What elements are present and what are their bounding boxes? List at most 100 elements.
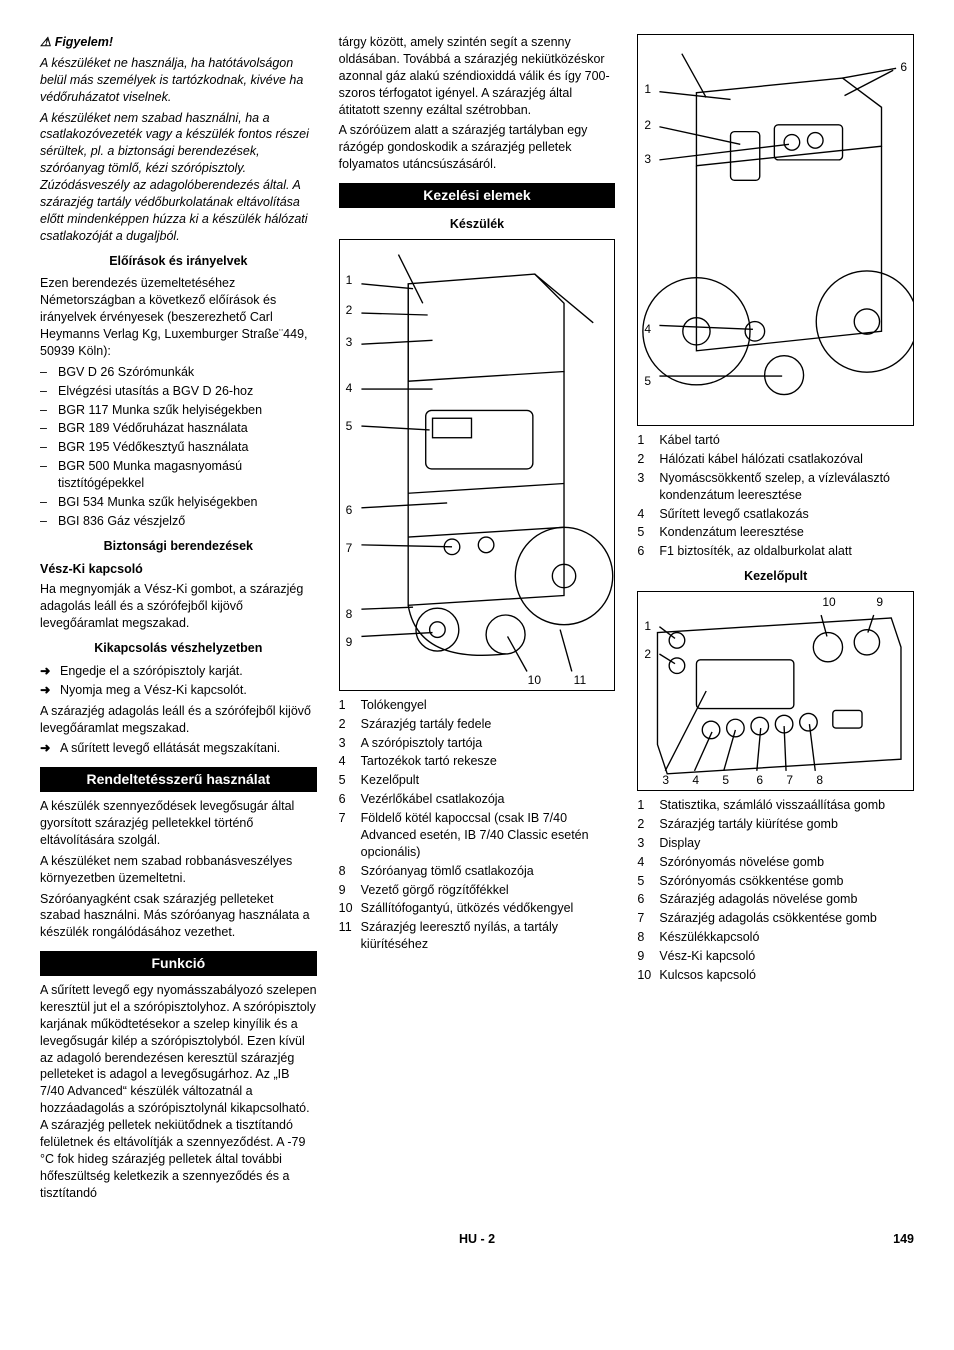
list-item: 1Tolókengyel bbox=[339, 697, 616, 714]
columns: Figyelem! A készüléket ne használja, ha … bbox=[40, 30, 914, 1205]
column-1: Figyelem! A készüléket ne használja, ha … bbox=[40, 30, 317, 1205]
guidelines-list: BGV D 26 Szórómunkák Elvégzési utasítás a… bbox=[40, 364, 317, 530]
footer-center: HU - 2 bbox=[100, 1231, 854, 1248]
list-item: 6F1 biztosíték, az oldalburkolat alatt bbox=[637, 543, 914, 560]
callout-number: 2 bbox=[644, 648, 651, 660]
callout-number: 4 bbox=[692, 774, 699, 786]
heading-intended-use: Rendeltetésszerű használat bbox=[40, 767, 317, 792]
use-p3: Szóróanyagként csak szárazjég pelleteket… bbox=[40, 891, 317, 942]
callout-number: 8 bbox=[346, 608, 353, 620]
list-item: 9Vész-Ki kapcsoló bbox=[637, 948, 914, 965]
list-item: 3Nyomáscsökkentő szelep, a vízleválasztó… bbox=[637, 470, 914, 504]
list-item: 6Szárazjég adagolás növelése gomb bbox=[637, 891, 914, 908]
list-item: Nyomja meg a Vész-Ki kapcsolót. bbox=[58, 682, 317, 699]
callout-number: 1 bbox=[644, 620, 651, 632]
list-item: 9Vezető görgő rögzítőfékkel bbox=[339, 882, 616, 899]
list-item: BGR 189 Védőruházat használata bbox=[54, 420, 317, 437]
figure-device: 1234567891011 bbox=[339, 239, 616, 691]
list-item: 5Kondenzátum leeresztése bbox=[637, 524, 914, 541]
callout-number: 2 bbox=[346, 304, 353, 316]
callout-number: 5 bbox=[722, 774, 729, 786]
heading-panel: Kezelőpult bbox=[637, 568, 914, 585]
column-3: 1 2 3 4 5 6 1Kábel tartó 2Hálózati kábel hálóz… bbox=[637, 30, 914, 1205]
callout-number: 6 bbox=[346, 504, 353, 516]
warning-para-2: A készüléket nem szabad használni, ha a … bbox=[40, 110, 317, 245]
list-item: BGI 534 Munka szűk helyiségekben bbox=[54, 494, 317, 511]
callout-number: 10 bbox=[528, 674, 541, 686]
footer: HU - 2 149 bbox=[40, 1231, 914, 1248]
heading-safety: Biztonsági berendezések bbox=[40, 538, 317, 555]
list-item: Elvégzési utasítás a BGV D 26-hoz bbox=[54, 383, 317, 400]
list-item: BGR 117 Munka szűk helyiségekben bbox=[54, 402, 317, 419]
list-item: 10Kulcsos kapcsoló bbox=[637, 967, 914, 984]
heading-elements: Kezelési elemek bbox=[339, 183, 616, 208]
callout-number: 1 bbox=[346, 274, 353, 286]
cont-p1: tárgy között, amely szintén segít a szen… bbox=[339, 34, 616, 118]
cont-p2: A szóróüzem alatt a szárazjég tartályban… bbox=[339, 122, 616, 173]
rear-legend: 1Kábel tartó 2Hálózati kábel hálózati csa… bbox=[637, 432, 914, 560]
panel-legend: 1Statisztika, számláló visszaállítása go… bbox=[637, 797, 914, 984]
use-p2: A készüléket nem szabad robbanásveszélye… bbox=[40, 853, 317, 887]
list-item: 5Szórónyomás csökkentése gomb bbox=[637, 873, 914, 890]
list-item: 2Szárazjég tartály kiürítése gomb bbox=[637, 816, 914, 833]
callout-number: 9 bbox=[876, 596, 883, 608]
list-item: 8Készülékkapcsoló bbox=[637, 929, 914, 946]
emerg-mid: A szárazjég adagolás leáll és a szórófej… bbox=[40, 703, 317, 737]
emerg-steps-a: Engedje el a szórópisztoly karját.Nyomja… bbox=[40, 663, 317, 699]
callout-number: 4 bbox=[644, 323, 651, 335]
list-item: 6Vezérlőkábel csatlakozója bbox=[339, 791, 616, 808]
callout-number: 9 bbox=[346, 636, 353, 648]
callout-number: 4 bbox=[346, 382, 353, 394]
figure-device-rear: 1 2 3 4 5 6 bbox=[637, 34, 914, 426]
list-item: 11Szárazjég leeresztő nyílás, a tartály … bbox=[339, 919, 616, 953]
safety-subhead: Vész-Ki kapcsoló bbox=[40, 561, 317, 578]
list-item: 3Display bbox=[637, 835, 914, 852]
callout-number: 3 bbox=[346, 336, 353, 348]
column-2: tárgy között, amely szintén segít a szen… bbox=[339, 30, 616, 1205]
footer-lang: HU bbox=[459, 1232, 477, 1246]
list-item: 10Szállítófogantyú, ütközés védőkengyel bbox=[339, 900, 616, 917]
list-item: 1Kábel tartó bbox=[637, 432, 914, 449]
heading-function: Funkció bbox=[40, 951, 317, 976]
callout-number: 7 bbox=[346, 542, 353, 554]
list-item: 4Szórónyomás növelése gomb bbox=[637, 854, 914, 871]
guidelines-intro: Ezen berendezés üzemeltetéséhez Németors… bbox=[40, 275, 317, 359]
list-item: 4Tartozékok tartó rekesze bbox=[339, 753, 616, 770]
control-panel-illustration bbox=[638, 592, 913, 790]
callout-number: 7 bbox=[786, 774, 793, 786]
heading-emergency-off: Kikapcsolás vészhelyzetben bbox=[40, 640, 317, 657]
list-item: BGV D 26 Szórómunkák bbox=[54, 364, 317, 381]
heading-guidelines: Előírások és irányelvek bbox=[40, 253, 317, 270]
list-item: 2Hálózati kábel hálózati csatlakozóval bbox=[637, 451, 914, 468]
list-item: 7Földelő kötél kapoccsal (csak IB 7/40 A… bbox=[339, 810, 616, 861]
list-item: 3A szórópisztoly tartója bbox=[339, 735, 616, 752]
emerg-steps-b: A sűrített levegő ellátását megszakítani… bbox=[40, 740, 317, 757]
footer-page-number: 149 bbox=[854, 1231, 914, 1248]
device-illustration bbox=[340, 240, 615, 690]
function-para: A sűrített levegő egy nyomásszabályozó s… bbox=[40, 982, 317, 1201]
warning-title: Figyelem! bbox=[40, 34, 317, 51]
use-p1: A készülék szennyeződések levegősugár ál… bbox=[40, 798, 317, 849]
callout-number: 3 bbox=[644, 153, 651, 165]
list-item: 5Kezelőpult bbox=[339, 772, 616, 789]
callout-number: 3 bbox=[662, 774, 669, 786]
callout-number: 6 bbox=[756, 774, 763, 786]
list-item: BGI 836 Gáz vészjelző bbox=[54, 513, 317, 530]
callout-number: 10 bbox=[822, 596, 835, 608]
list-item: 7Szárazjég adagolás csökkentése gomb bbox=[637, 910, 914, 927]
list-item: 4Sűrített levegő csatlakozás bbox=[637, 506, 914, 523]
list-item: BGR 500 Munka magasnyomású tisztítógépek… bbox=[54, 458, 317, 492]
callout-number: 6 bbox=[900, 61, 907, 73]
callout-number: 1 bbox=[644, 83, 651, 95]
device-rear-illustration bbox=[638, 35, 913, 425]
list-item: 8Szóróanyag tömlő csatlakozója bbox=[339, 863, 616, 880]
list-item: BGR 195 Védőkesztyű használata bbox=[54, 439, 317, 456]
callout-number: 2 bbox=[644, 119, 651, 131]
list-item: A sűrített levegő ellátását megszakítani… bbox=[58, 740, 317, 757]
list-item: 1Statisztika, számláló visszaállítása go… bbox=[637, 797, 914, 814]
callout-number: 5 bbox=[644, 375, 651, 387]
heading-device: Készülék bbox=[339, 216, 616, 233]
list-item: 2Szárazjég tartály fedele bbox=[339, 716, 616, 733]
callout-number: 5 bbox=[346, 420, 353, 432]
warning-para-1: A készüléket ne használja, ha hatótávols… bbox=[40, 55, 317, 106]
